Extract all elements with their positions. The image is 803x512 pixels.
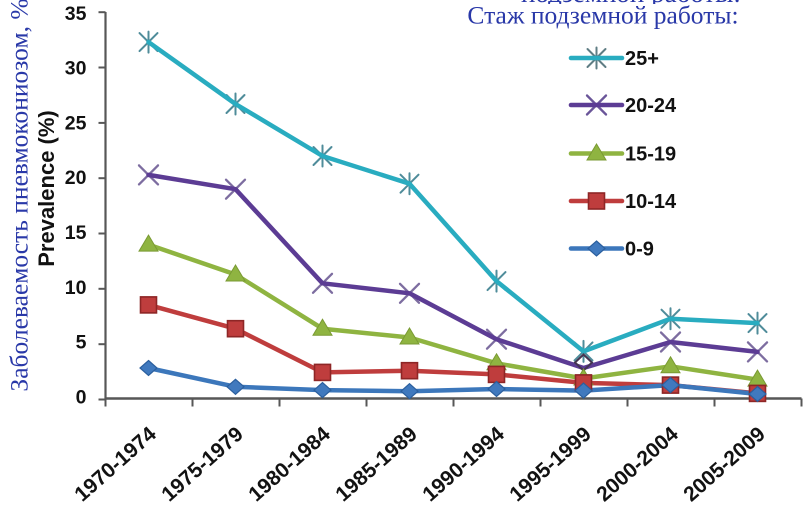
svg-text:Стаж подземной работы:: Стаж подземной работы: (467, 1, 738, 30)
svg-text:20-24: 20-24 (625, 95, 677, 117)
svg-text:15: 15 (65, 222, 87, 244)
svg-text:10-14: 10-14 (625, 191, 677, 213)
svg-text:10: 10 (65, 277, 87, 299)
svg-text:Заболеваемость пневмокониозом,: Заболеваемость пневмокониозом, % (5, 0, 34, 392)
svg-text:30: 30 (65, 58, 87, 80)
svg-text:20: 20 (65, 167, 87, 189)
svg-text:25+: 25+ (625, 48, 659, 70)
svg-text:25: 25 (65, 112, 87, 134)
svg-text:Prevalence (%): Prevalence (%) (34, 110, 59, 267)
svg-text:0-9: 0-9 (625, 239, 654, 261)
svg-text:35: 35 (65, 3, 87, 25)
svg-text:подземной работы:: подземной работы: (521, 0, 741, 8)
svg-text:15-19: 15-19 (625, 144, 676, 166)
svg-text:0: 0 (76, 386, 87, 408)
svg-text:5: 5 (76, 332, 87, 354)
